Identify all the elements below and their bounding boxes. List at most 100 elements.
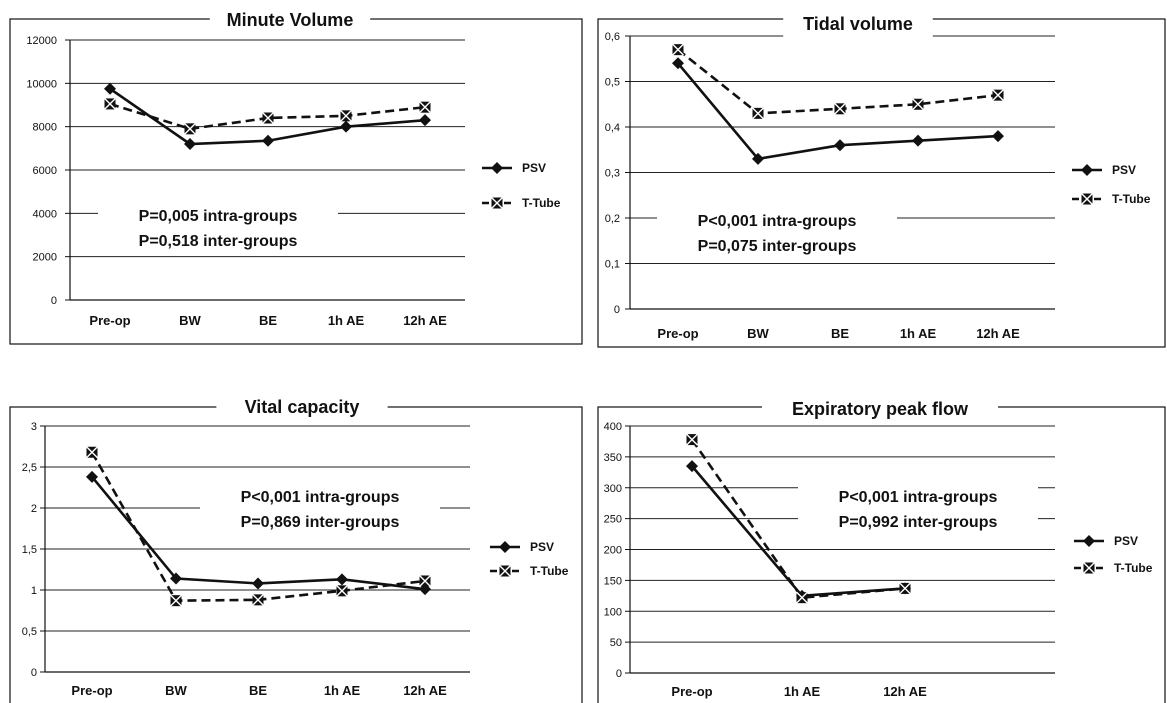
- data-point: [262, 134, 274, 147]
- legend-label: PSV: [1112, 163, 1136, 177]
- series-t-tube: [686, 433, 911, 604]
- legend-label: PSV: [1114, 534, 1138, 548]
- y-tick-label: 0,2: [605, 213, 620, 225]
- chart-svg: 0 2000 4000 6000 8000 10000 12000 Minute Volume…: [9, 6, 583, 345]
- annotation-text: P=0,992 inter-groups: [839, 514, 998, 531]
- y-tick-label: 0: [614, 304, 620, 316]
- legend-label: PSV: [530, 540, 554, 554]
- legend-label: T-Tube: [530, 564, 569, 578]
- y-tick-label: 2000: [33, 252, 57, 264]
- chart-svg: 0 0,1 0,2 0,3 0,4 0,5 0,6 Tidal volume Pre-op BW B…: [597, 10, 1166, 348]
- y-tick-label: 6000: [33, 165, 57, 177]
- x-tick-label: Pre-op: [671, 684, 712, 699]
- data-point: [992, 130, 1004, 143]
- annotation-text: P=0,005 intra-groups: [139, 208, 298, 225]
- legend-marker: [491, 162, 503, 174]
- data-point: [686, 460, 698, 473]
- x-tick-label: 12h AE: [403, 313, 447, 328]
- legend: PSV T-Tube: [482, 161, 561, 210]
- y-tick-label: 4000: [33, 208, 57, 220]
- legend-marker: [1083, 535, 1095, 547]
- annotation-text: P=0,075 inter-groups: [698, 238, 857, 255]
- legend-label: T-Tube: [1112, 192, 1151, 206]
- series-t-tube: [104, 97, 431, 135]
- series-line: [690, 438, 906, 600]
- x-tick-label: BW: [179, 313, 201, 328]
- data-point: [86, 470, 98, 483]
- x-tick-label: 1h AE: [324, 683, 361, 698]
- y-tick-label: 150: [604, 575, 622, 587]
- chart-title: Minute Volume: [227, 10, 354, 30]
- y-tick-label: 10000: [26, 78, 57, 90]
- series-psv: [104, 82, 431, 150]
- data-point: [672, 57, 684, 70]
- chart-tidal-volume: 0 0,1 0,2 0,3 0,4 0,5 0,6 Tidal volume Pre-op BW B…: [590, 0, 1167, 352]
- data-point: [104, 82, 116, 95]
- series-t-tube: [672, 43, 1004, 120]
- annotation-text: P=0,869 inter-groups: [241, 514, 400, 531]
- legend-marker: [1081, 164, 1093, 176]
- legend: PSV T-Tube: [490, 540, 569, 578]
- annotation-text: P<0,001 intra-groups: [839, 489, 998, 506]
- data-point: [184, 138, 196, 150]
- x-tick-label: 12h AE: [976, 326, 1020, 341]
- legend-label: PSV: [522, 161, 546, 175]
- chart-title: Tidal volume: [803, 14, 913, 34]
- y-tick-label: 250: [604, 514, 622, 526]
- chart-title: Expiratory peak flow: [792, 399, 969, 419]
- x-tick-label: BW: [747, 326, 769, 341]
- chart-vital-capacity: 0 0,5 1 1,5 2 2,5 3 Vital capacity Pre-op BW BE 1h …: [0, 388, 590, 703]
- legend-marker: [499, 541, 511, 553]
- x-tick-label: Pre-op: [89, 313, 130, 328]
- legend: PSV T-Tube: [1072, 163, 1151, 206]
- y-tick-label: 400: [604, 421, 622, 433]
- y-tick-label: 0,4: [605, 122, 620, 134]
- y-tick-label: 0,1: [605, 259, 620, 271]
- chart-minute-volume: 0 2000 4000 6000 8000 10000 12000 Minute Volume…: [0, 0, 590, 352]
- y-tick-label: 300: [604, 483, 622, 495]
- data-point: [340, 120, 352, 133]
- y-tick-label: 2: [31, 503, 37, 515]
- y-tick-label: 0: [51, 295, 57, 307]
- y-tick-label: 0,3: [605, 168, 620, 180]
- series-psv: [672, 57, 1004, 165]
- chart-svg: 0 50 100 150 200 250 300 350 400 Expiratory peak …: [597, 395, 1166, 703]
- x-tick-label: Pre-op: [657, 326, 698, 341]
- legend-label: T-Tube: [522, 196, 561, 210]
- y-tick-label: 350: [604, 452, 622, 464]
- y-tick-label: 200: [604, 545, 622, 557]
- y-tick-label: 0: [31, 667, 37, 679]
- annotation-text: P<0,001 intra-groups: [698, 213, 857, 230]
- x-tick-label: Pre-op: [71, 683, 112, 698]
- data-point: [170, 572, 182, 585]
- chart-svg: 0 0,5 1 1,5 2 2,5 3 Vital capacity Pre-op BW BE 1h …: [9, 393, 583, 703]
- annotation-text: P<0,001 intra-groups: [241, 489, 400, 506]
- y-tick-label: 50: [610, 637, 622, 649]
- y-tick-label: 100: [604, 606, 622, 618]
- x-tick-label: 12h AE: [403, 683, 447, 698]
- data-point: [912, 134, 924, 147]
- chart-frame: [597, 406, 1166, 703]
- x-tick-label: BW: [165, 683, 187, 698]
- y-tick-label: 1: [31, 585, 37, 597]
- y-tick-label: 0,5: [22, 626, 37, 638]
- y-tick-label: 0,5: [605, 77, 620, 89]
- legend: PSV T-Tube: [1074, 534, 1153, 575]
- chart-expiratory-peak-flow: 0 50 100 150 200 250 300 350 400 Expiratory peak …: [590, 388, 1167, 703]
- y-tick-label: 8000: [33, 122, 57, 134]
- chart-frame: [9, 18, 583, 345]
- x-tick-label: BE: [831, 326, 849, 341]
- data-point: [252, 577, 264, 590]
- chart-title: Vital capacity: [245, 397, 360, 417]
- data-point: [336, 573, 348, 586]
- y-tick-label: 12000: [26, 35, 57, 47]
- y-tick-label: 3: [31, 421, 37, 433]
- x-tick-label: 1h AE: [900, 326, 937, 341]
- x-tick-label: 1h AE: [784, 684, 821, 699]
- x-tick-label: 12h AE: [883, 684, 927, 699]
- x-tick-label: BE: [249, 683, 267, 698]
- x-tick-label: BE: [259, 313, 277, 328]
- series-t-tube: [86, 446, 431, 607]
- legend-label: T-Tube: [1114, 561, 1153, 575]
- data-point: [834, 139, 846, 152]
